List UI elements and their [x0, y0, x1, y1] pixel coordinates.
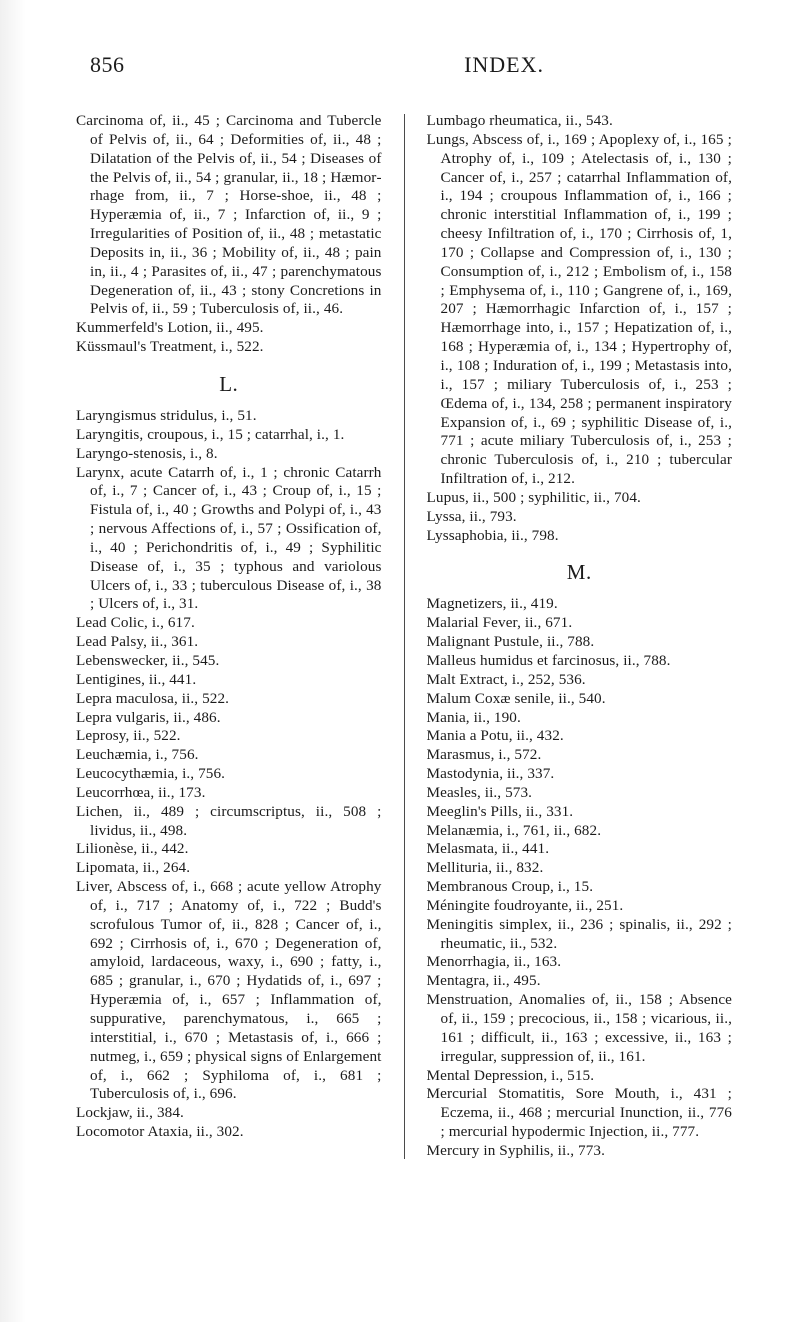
index-entry: Larynx, acute Catarrh of, i., 1 ; chroni…: [76, 464, 382, 615]
index-entry: Mercury in Syphilis, ii., 773.: [427, 1142, 733, 1161]
scan-shadow: [0, 0, 26, 1322]
column-separator: [404, 114, 405, 1159]
index-entry: Menorrhagia, ii., 163.: [427, 953, 733, 972]
index-entry: Malarial Fever, ii., 671.: [427, 614, 733, 633]
index-entry: Magnetizers, ii., 419.: [427, 595, 733, 614]
index-entry: Kummerfeld's Lotion, ii., 495.: [76, 319, 382, 338]
index-entry: Lupus, ii., 500 ; syphilitic, ii., 704.: [427, 489, 733, 508]
index-entry: Lockjaw, ii., 384.: [76, 1104, 382, 1123]
index-entry: Mastodynia, ii., 337.: [427, 765, 733, 784]
index-entry: Lead Colic, i., 617.: [76, 614, 382, 633]
index-entry: Lipomata, ii., 264.: [76, 859, 382, 878]
index-entry: Lilionèse, ii., 442.: [76, 840, 382, 859]
right-block-2: Magnetizers, ii., 419.Malarial Fever, ii…: [427, 595, 733, 1160]
index-entry: Leucorrhœa, ii., 173.: [76, 784, 382, 803]
index-entry: Marasmus, i., 572.: [427, 746, 733, 765]
index-entry: Malignant Pustule, ii., 788.: [427, 633, 733, 652]
index-entry: Malt Extract, i., 252, 536.: [427, 671, 733, 690]
index-entry: Lumbago rheumatica, ii., 543.: [427, 112, 733, 131]
index-entry: Leucocythæmia, i., 756.: [76, 765, 382, 784]
index-entry: Meeglin's Pills, ii., 331.: [427, 803, 733, 822]
index-entry: Mental Depression, i., 515.: [427, 1067, 733, 1086]
index-entry: Liver, Abscess of, i., 668 ; acute yello…: [76, 878, 382, 1104]
page-number: 856: [90, 52, 125, 78]
index-entry: Menstruation, Anomalies of, ii., 158 ; A…: [427, 991, 733, 1066]
index-entry: Locomotor Ataxia, ii., 302.: [76, 1123, 382, 1142]
section-letter-L: L.: [76, 371, 382, 397]
left-block-2: Laryngismus stridulus, i., 51.Laryngitis…: [76, 407, 382, 1142]
index-entry: Küssmaul's Treatment, i., 522.: [76, 338, 382, 357]
index-entry: Mentagra, ii., 495.: [427, 972, 733, 991]
index-entry: Leprosy, ii., 522.: [76, 727, 382, 746]
page-title: INDEX.: [464, 52, 544, 78]
index-entry: Carcinoma of, ii., 45 ; Carcinoma and Tu…: [76, 112, 382, 319]
index-entry: Lungs, Abscess of, i., 169 ; Apoplexy of…: [427, 131, 733, 489]
right-column: Lumbago rheumatica, ii., 543.Lungs, Absc…: [427, 112, 733, 1161]
index-entry: Lentigines, ii., 441.: [76, 671, 382, 690]
index-entry: Melanæmia, i., 761, ii., 682.: [427, 822, 733, 841]
index-entry: Laryngo-stenosis, i., 8.: [76, 445, 382, 464]
left-block-1: Carcinoma of, ii., 45 ; Carcinoma and Tu…: [76, 112, 382, 357]
index-entry: Lichen, ii., 489 ; circumscriptus, ii., …: [76, 803, 382, 841]
right-block-1: Lumbago rheumatica, ii., 543.Lungs, Absc…: [427, 112, 733, 545]
index-entry: Mellituria, ii., 832.: [427, 859, 733, 878]
index-entry: Lyssaphobia, ii., 798.: [427, 527, 733, 546]
index-entry: Malleus humidus et farcinosus, ii., 788.: [427, 652, 733, 671]
index-entry: Mania a Potu, ii., 432.: [427, 727, 733, 746]
index-entry: Malum Coxæ senile, ii., 540.: [427, 690, 733, 709]
index-entry: Méningite foudroyante, ii., 251.: [427, 897, 733, 916]
index-entry: Lyssa, ii., 793.: [427, 508, 733, 527]
index-entry: Melasmata, ii., 441.: [427, 840, 733, 859]
columns: Carcinoma of, ii., 45 ; Carcinoma and Tu…: [76, 112, 732, 1161]
index-entry: Leuchæmia, i., 756.: [76, 746, 382, 765]
index-entry: Lepra vulgaris, ii., 486.: [76, 709, 382, 728]
index-entry: Membranous Croup, i., 15.: [427, 878, 733, 897]
index-entry: Lead Palsy, ii., 361.: [76, 633, 382, 652]
section-letter-M: M.: [427, 559, 733, 585]
index-entry: Lepra maculosa, ii., 522.: [76, 690, 382, 709]
index-entry: Lebenswecker, ii., 545.: [76, 652, 382, 671]
index-entry: Laryngismus stridulus, i., 51.: [76, 407, 382, 426]
index-entry: Meningitis simplex, ii., 236 ; spinalis,…: [427, 916, 733, 954]
left-column: Carcinoma of, ii., 45 ; Carcinoma and Tu…: [76, 112, 382, 1161]
index-entry: Mercurial Stomatitis, Sore Mouth, i., 43…: [427, 1085, 733, 1142]
index-entry: Mania, ii., 190.: [427, 709, 733, 728]
index-page: 856 INDEX. Carcinoma of, ii., 45 ; Carci…: [0, 0, 800, 1322]
page-header: 856 INDEX.: [76, 52, 732, 78]
index-entry: Laryngitis, croupous, i., 15 ; catarrhal…: [76, 426, 382, 445]
index-entry: Measles, ii., 573.: [427, 784, 733, 803]
